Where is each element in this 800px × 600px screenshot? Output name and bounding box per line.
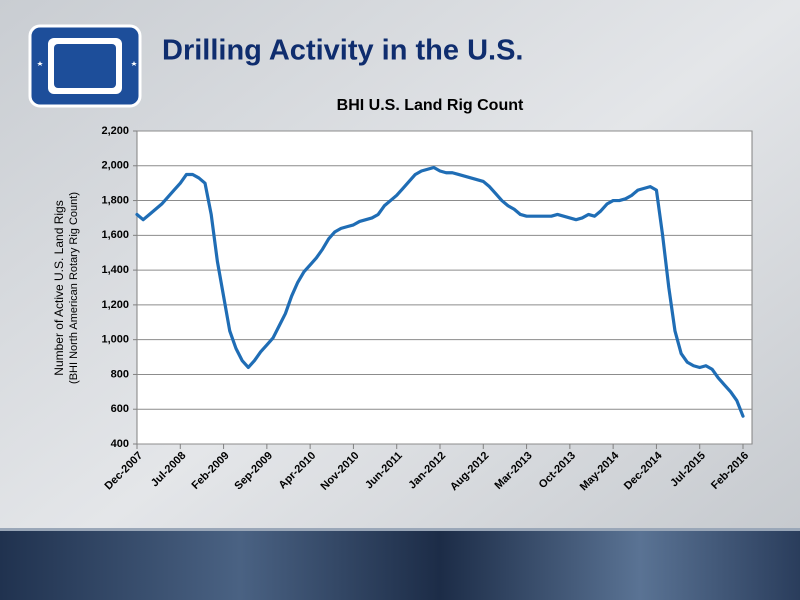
logo-star <box>37 61 43 66</box>
logo-star <box>131 61 137 66</box>
strip-border <box>0 528 800 531</box>
y-tick-label: 2,000 <box>101 160 129 172</box>
photo-strip <box>0 528 800 600</box>
chart-title: BHI U.S. Land Rig Count <box>337 97 524 114</box>
y-axis-label: Number of Active U.S. Land Rigs <box>52 200 66 375</box>
y-tick-label: 1,000 <box>101 334 129 346</box>
y-tick-label: 1,600 <box>101 229 129 241</box>
y-tick-label: 1,200 <box>101 299 129 311</box>
y-axis-sublabel: (BHI North American Rotary Rig Count) <box>68 192 80 384</box>
y-tick-label: 600 <box>111 403 129 415</box>
y-tick-label: 400 <box>111 438 129 450</box>
data-line <box>135 165 745 418</box>
y-tick-label: 800 <box>111 368 129 380</box>
logo-mark <box>54 44 116 88</box>
plot-area <box>136 130 753 445</box>
y-tick-label: 1,800 <box>101 194 129 206</box>
y-tick-label: 2,200 <box>101 125 129 137</box>
slide-title: Drilling Activity in the U.S. <box>162 35 523 67</box>
y-tick-label: 1,400 <box>101 264 129 276</box>
logo <box>28 24 142 108</box>
